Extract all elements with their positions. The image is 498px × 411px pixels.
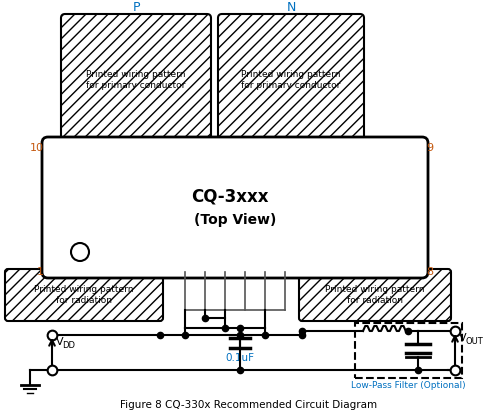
Text: Printed wiring pattern
for primary conductor: Printed wiring pattern for primary condu… (241, 70, 341, 90)
Text: DD: DD (62, 340, 75, 349)
Text: Printed wiring pattern
for radiation: Printed wiring pattern for radiation (325, 285, 425, 305)
Text: CQ-3xxx: CQ-3xxx (191, 188, 269, 206)
Text: (Top View): (Top View) (194, 213, 276, 227)
FancyBboxPatch shape (299, 269, 451, 321)
Text: 0.1uF: 0.1uF (226, 353, 254, 363)
Text: Low-Pass Filter (Optional): Low-Pass Filter (Optional) (351, 381, 466, 390)
Text: V: V (56, 337, 64, 347)
Text: 1: 1 (37, 267, 44, 277)
FancyBboxPatch shape (5, 269, 163, 321)
Text: N: N (286, 2, 296, 14)
Text: 9: 9 (426, 143, 433, 153)
Circle shape (71, 243, 89, 261)
Text: 8: 8 (426, 267, 433, 277)
FancyBboxPatch shape (218, 14, 364, 152)
Text: Printed wiring pattern
for primary conductor: Printed wiring pattern for primary condu… (86, 70, 186, 90)
Text: Figure 8 CQ-330x Recommended Circuit Diagram: Figure 8 CQ-330x Recommended Circuit Dia… (121, 400, 377, 410)
FancyBboxPatch shape (42, 137, 428, 278)
Text: OUT: OUT (465, 337, 483, 346)
Text: Printed wiring pattern
for radiation: Printed wiring pattern for radiation (34, 285, 134, 305)
Text: V: V (459, 333, 467, 343)
Text: 10: 10 (30, 143, 44, 153)
Bar (355, 323, 462, 378)
Text: P: P (132, 2, 140, 14)
FancyBboxPatch shape (61, 14, 211, 152)
